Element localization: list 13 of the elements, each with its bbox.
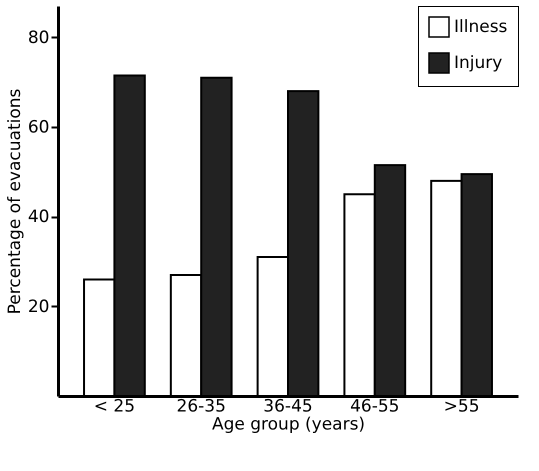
y-tick-label: 80: [28, 28, 50, 48]
y-tick-label: 20: [28, 296, 50, 317]
y-tick-label: 60: [28, 118, 50, 138]
y-axis-title: Percentage of evacuations: [4, 88, 25, 314]
x-tick-label: 36-45: [263, 396, 313, 416]
x-tick-label: 26-35: [176, 396, 226, 416]
y-tick-label: 40: [28, 207, 50, 228]
x-tick-label: 46-55: [350, 396, 400, 416]
x-tick-label: >55: [444, 396, 480, 416]
legend-label: Illness: [454, 17, 508, 37]
legend-label: Injury: [454, 53, 502, 73]
x-axis-title: Age group (years): [212, 414, 366, 434]
x-tick-label: < 25: [94, 396, 136, 416]
